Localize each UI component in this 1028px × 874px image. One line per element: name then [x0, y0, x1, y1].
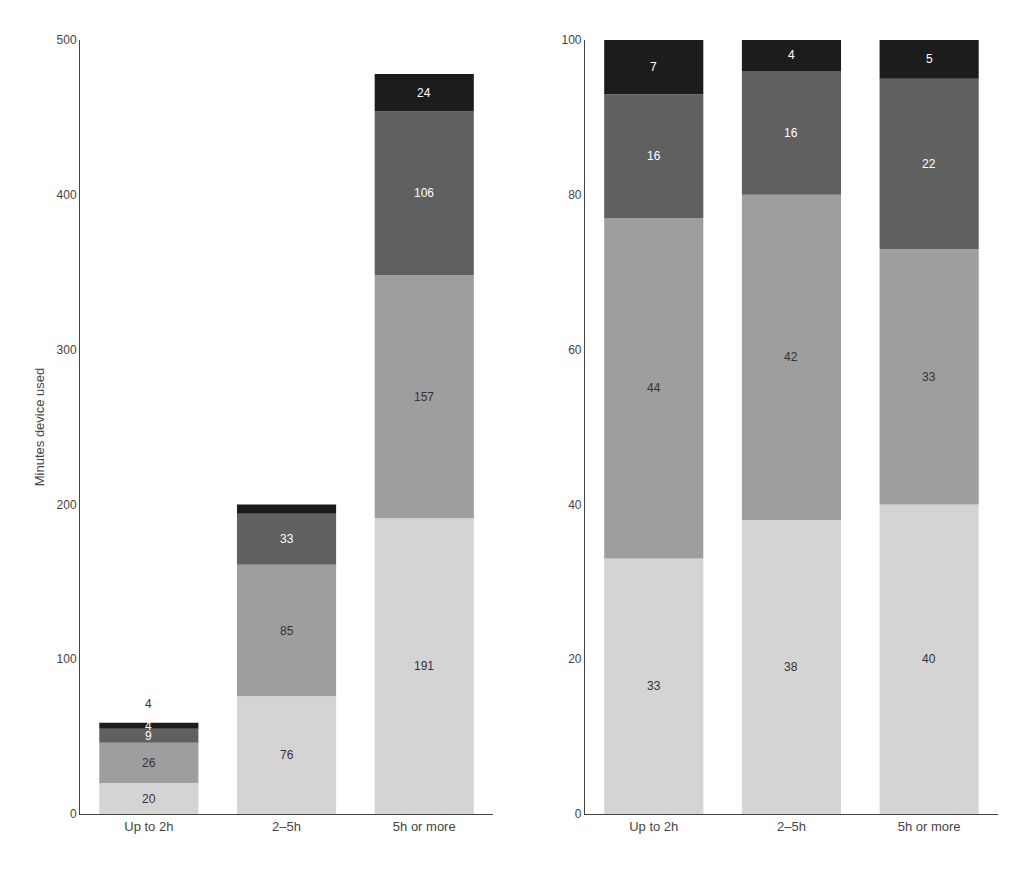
svg-text:Up to 2h: Up to 2h — [124, 819, 173, 834]
svg-text:33: 33 — [647, 679, 661, 693]
svg-text:106: 106 — [414, 186, 434, 200]
svg-text:4: 4 — [145, 719, 152, 733]
svg-text:4: 4 — [145, 697, 152, 711]
svg-text:5: 5 — [926, 52, 933, 66]
svg-text:20: 20 — [568, 652, 582, 666]
svg-text:300: 300 — [57, 343, 77, 357]
svg-text:40: 40 — [568, 498, 582, 512]
svg-text:5h or more: 5h or more — [393, 819, 456, 834]
svg-text:0: 0 — [575, 807, 582, 821]
svg-text:500: 500 — [57, 33, 77, 47]
svg-text:5h or more: 5h or more — [898, 819, 961, 834]
svg-text:16: 16 — [784, 126, 798, 140]
svg-text:2–5h: 2–5h — [272, 819, 301, 834]
svg-text:0: 0 — [70, 807, 77, 821]
svg-text:16: 16 — [647, 149, 661, 163]
svg-text:9: 9 — [145, 729, 152, 743]
svg-text:100: 100 — [57, 652, 77, 666]
svg-text:20: 20 — [142, 792, 156, 806]
svg-text:400: 400 — [57, 188, 77, 202]
svg-text:100: 100 — [561, 33, 581, 47]
svg-text:157: 157 — [414, 390, 434, 404]
svg-text:7: 7 — [650, 60, 657, 74]
svg-text:60: 60 — [568, 343, 582, 357]
svg-text:191: 191 — [414, 659, 434, 673]
svg-text:44: 44 — [647, 381, 661, 395]
svg-text:80: 80 — [568, 188, 582, 202]
svg-text:24: 24 — [417, 86, 431, 100]
svg-text:38: 38 — [784, 660, 798, 674]
svg-text:200: 200 — [57, 498, 77, 512]
svg-text:22: 22 — [922, 157, 936, 171]
svg-text:40: 40 — [922, 652, 936, 666]
svg-text:2–5h: 2–5h — [777, 819, 806, 834]
svg-text:Up to 2h: Up to 2h — [629, 819, 678, 834]
svg-text:Minutes device used: Minutes device used — [32, 368, 47, 487]
svg-text:26: 26 — [142, 756, 156, 770]
svg-text:85: 85 — [280, 624, 294, 638]
svg-text:76: 76 — [280, 748, 294, 762]
svg-text:4: 4 — [788, 48, 795, 62]
svg-text:33: 33 — [922, 370, 936, 384]
svg-text:33: 33 — [280, 532, 294, 546]
svg-text:42: 42 — [784, 350, 798, 364]
